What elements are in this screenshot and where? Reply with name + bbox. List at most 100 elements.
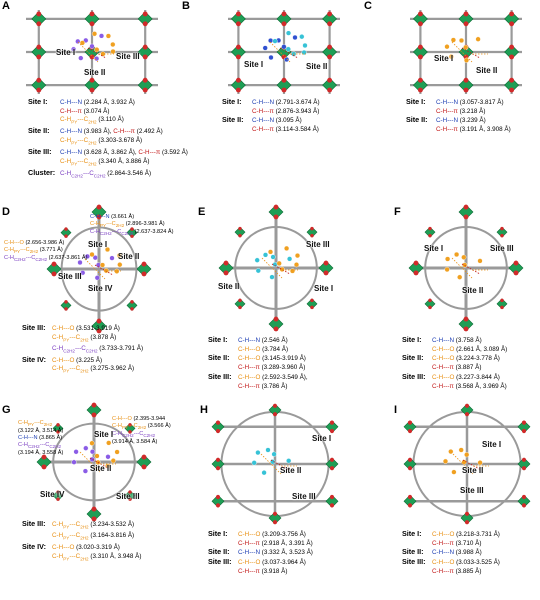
guest-molecule: [117, 262, 123, 268]
interaction-text-h: Site I: C-H---O (3.209-3.756 Å) C-H---π (2…: [208, 529, 313, 577]
interaction-fragment: C2H2: [99, 231, 112, 237]
interaction-row: Site III: C-H---O (3.227-3.844 Å): [402, 372, 507, 383]
interaction-fragment: C2H2: [71, 172, 83, 178]
interaction-fragment: (3.122 Å, 3.514 Å): [18, 428, 64, 435]
interaction-fragment: ---C: [34, 420, 44, 426]
interaction-fragment: (3.733-3.791 Å): [97, 344, 144, 352]
panel-g: G C-H---O (2.395-3.944 C-HPY---C2H2 (3.56…: [0, 400, 178, 598]
interaction-row: Site I: C-H---N (2.546 Å): [208, 335, 308, 346]
interaction-fragment: C-H---N: [60, 99, 83, 106]
interaction-fragment: (3.191 Å, 3.908 Å): [457, 126, 511, 134]
inset-row: (3.122 Å, 3.514 Å): [18, 428, 63, 435]
site-label: Site I: [244, 60, 264, 69]
site-heading: Site II:: [402, 547, 424, 557]
oxygen-atom: [417, 54, 423, 60]
site-label: Site II: [84, 68, 106, 77]
oxygen-atom: [323, 260, 329, 266]
site-heading: Site II:: [222, 115, 244, 125]
interaction-fragment: C-H---N: [432, 337, 455, 344]
oxygen-atom: [513, 260, 519, 266]
interaction-fragment: (3.918 Å): [259, 567, 288, 575]
guest-molecule: [453, 251, 460, 258]
interaction-fragment: (3.758 Å): [454, 337, 482, 344]
site-heading: Site I:: [406, 97, 426, 106]
guest-molecule: [444, 266, 450, 273]
oxygen-atom: [215, 503, 221, 508]
interaction-fragment: 2H2: [137, 425, 147, 431]
oxygen-atom: [428, 233, 432, 238]
oxygen-atom: [407, 466, 413, 471]
guest-molecule: [299, 34, 305, 40]
oxygen-atom: [463, 11, 469, 17]
framework-image-a: [26, 10, 158, 94]
guest-molecule: [82, 468, 89, 474]
interaction-fragment: C-H---O: [238, 355, 261, 363]
guest-molecule: [80, 270, 86, 276]
oxygen-atom: [41, 454, 47, 460]
interaction-fragment: PY: [63, 524, 70, 530]
oxygen-atom: [36, 77, 42, 83]
guest-molecule: [458, 37, 465, 44]
site-label: Site III: [58, 272, 82, 281]
site-label: Site I: [424, 244, 444, 253]
oxygen-atom: [310, 233, 314, 238]
guest-molecule: [463, 57, 470, 63]
oxygen-atom: [56, 423, 60, 427]
interaction-row: Site II: C-H---O (3.145-3.919 Å): [208, 354, 308, 364]
interaction-fragment: 2H2: [88, 119, 97, 125]
interaction-fragment: C-H---O: [432, 355, 455, 363]
guest-molecule: [89, 456, 95, 463]
interaction-line: [271, 263, 291, 275]
inset-row: C-HPY---C2H2: [18, 420, 63, 428]
guest-molecule: [269, 274, 275, 280]
panel-label: A: [2, 0, 10, 12]
interaction-fragment: 2H2: [29, 249, 39, 255]
panel-d: D C-H---N (3.661 Å) C-HPY---C2H2 (2.896-3…: [0, 200, 178, 398]
interaction-fragment: C-H---O: [432, 345, 455, 353]
oxygen-atom: [64, 227, 68, 231]
interaction-text-b: Site I: C-H---N (2.791-3.674 Å) C-H---π (2…: [222, 97, 320, 135]
oxygen-atom: [407, 457, 413, 462]
guest-molecule: [302, 42, 308, 49]
interaction-fragment: (3.661 Å): [109, 214, 135, 220]
interaction-fragment: PY: [13, 249, 21, 255]
interaction-fragment: C-H: [60, 157, 72, 165]
guest-molecule: [79, 40, 86, 46]
guest-molecule: [276, 260, 282, 267]
oxygen-atom: [142, 54, 148, 60]
interaction-fragment: (3.033-3.525 Å): [454, 559, 500, 567]
oxygen-atom: [238, 305, 242, 310]
oxygen-atom: [417, 11, 423, 17]
interaction-fragment: C-H---π: [252, 107, 274, 115]
oxygen-atom: [142, 21, 148, 27]
framework-image-b: [228, 10, 340, 94]
oxygen-atom: [463, 316, 469, 322]
oxygen-atom: [142, 77, 148, 83]
interaction-fragment: ---C: [25, 255, 36, 262]
guest-molecule: [444, 256, 451, 262]
guest-molecule: [292, 34, 298, 41]
interaction-fragment: C-H---O: [238, 559, 261, 567]
interaction-fragment: C-H---π: [138, 149, 161, 157]
interaction-line: [89, 457, 109, 469]
interaction-fragment: (3.914 Å, 3.584 Å): [112, 439, 158, 446]
interaction-fragment: C2H2: [27, 444, 40, 450]
interaction-fragment: (3.340 Å, 3.886 Å): [96, 157, 150, 165]
oxygen-atom: [329, 428, 335, 434]
cage-ring: [60, 226, 138, 312]
interaction-fragment: 2H2: [80, 535, 89, 541]
oxygen-atom: [281, 21, 287, 27]
site-heading: Site I:: [208, 335, 228, 344]
interaction-fragment: C-H: [60, 137, 72, 145]
site-heading: Cluster:: [28, 167, 56, 177]
interaction-fragment: C-H: [52, 344, 64, 352]
site-label: Site IV: [40, 490, 65, 499]
oxygen-atom: [463, 204, 469, 210]
interaction-row: Site I: C-H---O (3.209-3.756 Å): [208, 529, 313, 540]
oxygen-atom: [327, 87, 333, 93]
oxygen-atom: [417, 77, 423, 83]
interaction-row: Site II: C-H---N (3.983 Å), C-H---π (2.49…: [28, 127, 188, 137]
interaction-fragment: (3.332 Å, 3.523 Å): [260, 549, 313, 557]
interaction-fragment: (2.864-3.546 Å): [105, 169, 152, 177]
interaction-fragment: C-H---N: [436, 117, 459, 125]
